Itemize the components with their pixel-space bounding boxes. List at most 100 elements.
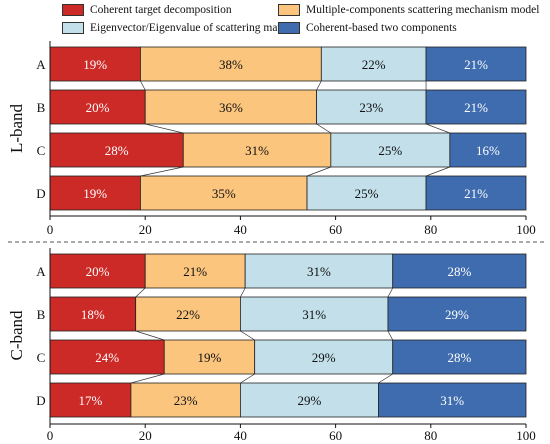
bar-segment bbox=[49, 132, 184, 168]
data-label: 36% bbox=[219, 100, 243, 115]
legend-item-eigenvector: Eigenvector/Eigenvalue of scattering mat… bbox=[62, 22, 293, 34]
data-label: 29% bbox=[312, 350, 336, 365]
x-tick-label: 100 bbox=[516, 222, 536, 237]
connector-line bbox=[378, 373, 393, 384]
data-label: 31% bbox=[302, 307, 326, 322]
data-label: 31% bbox=[440, 393, 464, 408]
x-tick-label: 40 bbox=[234, 428, 247, 443]
category-label: C bbox=[37, 350, 46, 365]
data-label: 21% bbox=[464, 186, 488, 201]
data-label: 31% bbox=[307, 264, 331, 279]
data-label: 25% bbox=[355, 186, 379, 201]
legend-swatch bbox=[278, 4, 300, 16]
data-label: 23% bbox=[359, 100, 383, 115]
bar-segment bbox=[378, 382, 527, 418]
bar-segment bbox=[425, 175, 527, 211]
x-tick-label: 0 bbox=[47, 428, 54, 443]
legend-label: Coherent target decomposition bbox=[90, 4, 232, 16]
connector-line bbox=[135, 330, 165, 341]
bar-segment bbox=[449, 132, 527, 168]
connector-line bbox=[240, 330, 255, 341]
bar-segment bbox=[392, 253, 527, 289]
data-label: 19% bbox=[83, 57, 107, 72]
data-label: 38% bbox=[219, 57, 243, 72]
data-label: 29% bbox=[297, 393, 321, 408]
legend-label: Coherent-based two components bbox=[306, 22, 457, 34]
connector-line bbox=[135, 287, 146, 298]
bar-segment bbox=[144, 89, 317, 125]
connector-line bbox=[306, 166, 331, 177]
data-label: 21% bbox=[464, 100, 488, 115]
bar-segment bbox=[49, 296, 137, 332]
legend-item-coherent-two: Coherent-based two components bbox=[278, 22, 457, 34]
connector-line bbox=[316, 123, 332, 134]
bar-segment bbox=[49, 339, 165, 375]
connector-line bbox=[140, 80, 146, 91]
data-label: 19% bbox=[198, 350, 222, 365]
legend-swatch bbox=[62, 4, 84, 16]
category-label: B bbox=[37, 307, 46, 322]
x-tick-label: 0 bbox=[47, 222, 54, 237]
connector-line bbox=[387, 287, 394, 298]
bar-segment bbox=[239, 296, 389, 332]
bar-segment bbox=[49, 89, 146, 125]
legend-label: Eigenvector/Eigenvalue of scattering mat… bbox=[90, 22, 294, 34]
bar-segment bbox=[425, 46, 527, 82]
bar-segment bbox=[239, 382, 379, 418]
bar-segment bbox=[320, 46, 427, 82]
data-label: 22% bbox=[176, 307, 200, 322]
x-tick-label: 80 bbox=[424, 428, 437, 443]
x-tick-label: 20 bbox=[139, 222, 152, 237]
bar-segment bbox=[163, 339, 256, 375]
category-label: D bbox=[36, 393, 45, 408]
legend-item-multiple-components: Multiple-components scattering mechanism… bbox=[278, 4, 539, 16]
data-label: 28% bbox=[447, 350, 471, 365]
x-tick-label: 20 bbox=[139, 428, 152, 443]
data-label: 17% bbox=[79, 393, 103, 408]
connector-line bbox=[425, 123, 450, 134]
data-label: 29% bbox=[445, 307, 469, 322]
category-label: B bbox=[37, 100, 46, 115]
bar-segment bbox=[425, 89, 527, 125]
category-label: A bbox=[36, 264, 46, 279]
data-label: 31% bbox=[245, 143, 269, 158]
data-label: 21% bbox=[464, 57, 488, 72]
legend-label: Multiple-components scattering mechanism… bbox=[306, 4, 540, 16]
connector-line bbox=[240, 287, 246, 298]
band-label: L-band bbox=[7, 103, 26, 153]
data-label: 20% bbox=[86, 264, 110, 279]
connector-line bbox=[387, 330, 394, 341]
connector-line bbox=[140, 166, 184, 177]
data-label: 18% bbox=[81, 307, 105, 322]
connector-line bbox=[316, 80, 322, 91]
data-label: 28% bbox=[447, 264, 471, 279]
data-label: 20% bbox=[86, 100, 110, 115]
legend-swatch bbox=[278, 22, 300, 34]
band-label: C-band bbox=[7, 310, 26, 361]
legend: Coherent target decomposition Multiple-c… bbox=[62, 4, 542, 40]
data-label: 28% bbox=[105, 143, 129, 158]
bar-segment bbox=[140, 46, 322, 82]
connector-line bbox=[425, 166, 450, 177]
data-label: 25% bbox=[378, 143, 402, 158]
connector-line bbox=[240, 373, 255, 384]
category-label: C bbox=[37, 143, 46, 158]
bar-segment bbox=[244, 253, 394, 289]
bar-segment bbox=[254, 339, 394, 375]
x-tick-label: 80 bbox=[424, 222, 437, 237]
data-label: 23% bbox=[174, 393, 198, 408]
bar-segment bbox=[135, 296, 241, 332]
bar-segment bbox=[306, 175, 427, 211]
bar-segment bbox=[330, 132, 451, 168]
connector-line bbox=[130, 373, 165, 384]
data-label: 19% bbox=[83, 186, 107, 201]
data-label: 35% bbox=[212, 186, 236, 201]
x-tick-label: 60 bbox=[329, 222, 342, 237]
legend-item-coherent-target: Coherent target decomposition bbox=[62, 4, 232, 16]
data-label: 22% bbox=[362, 57, 386, 72]
bar-segment bbox=[140, 175, 308, 211]
x-tick-label: 60 bbox=[329, 428, 342, 443]
x-tick-label: 40 bbox=[234, 222, 247, 237]
category-label: D bbox=[36, 186, 45, 201]
